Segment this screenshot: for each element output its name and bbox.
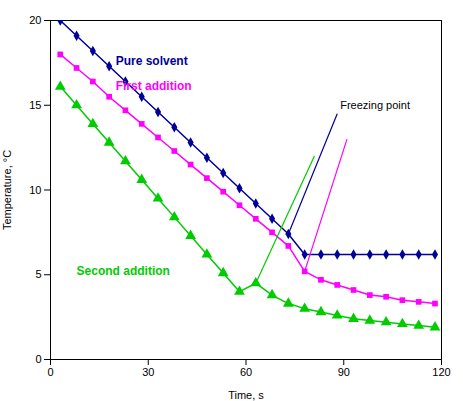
svg-text:120: 120 — [432, 366, 450, 378]
svg-text:Pure solvent: Pure solvent — [116, 54, 188, 68]
svg-text:Temperature, °C: Temperature, °C — [1, 150, 13, 230]
svg-text:0: 0 — [35, 353, 41, 365]
svg-text:15: 15 — [29, 99, 41, 111]
svg-text:60: 60 — [240, 366, 252, 378]
svg-text:10: 10 — [29, 184, 41, 196]
svg-text:First addition: First addition — [116, 79, 192, 93]
svg-text:30: 30 — [142, 366, 154, 378]
svg-text:Freezing point: Freezing point — [340, 99, 410, 111]
svg-text:90: 90 — [338, 366, 350, 378]
svg-text:Second addition: Second addition — [77, 264, 170, 278]
svg-text:5: 5 — [35, 268, 41, 280]
svg-text:Time, s: Time, s — [228, 389, 264, 401]
svg-text:20: 20 — [29, 14, 41, 26]
svg-text:0: 0 — [47, 366, 53, 378]
